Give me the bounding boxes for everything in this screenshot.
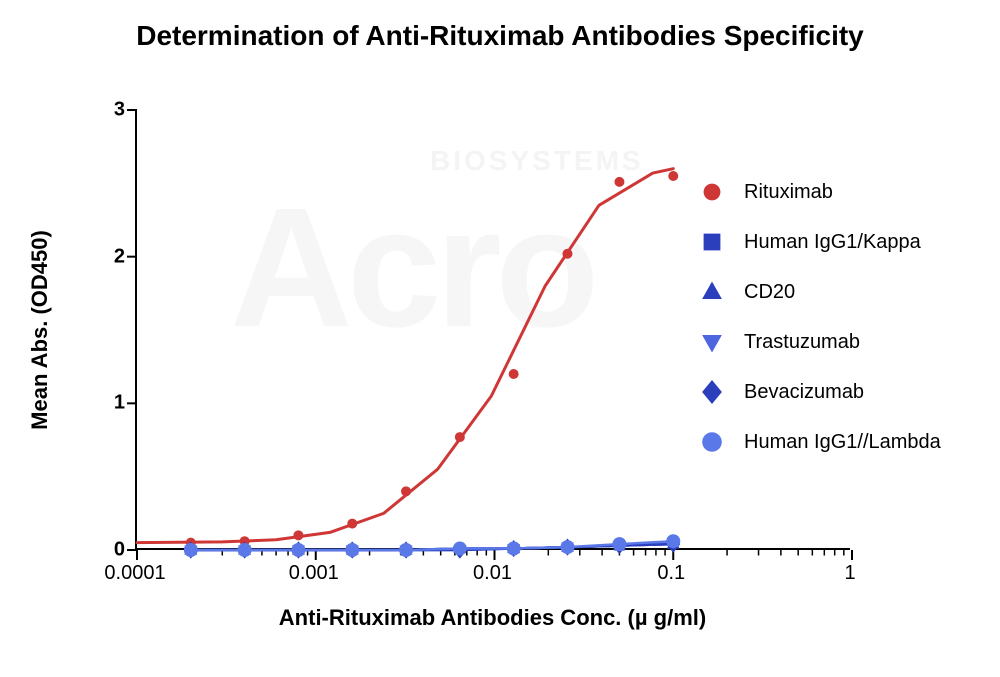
legend-item: Rituximab	[700, 180, 941, 204]
legend-marker-icon	[700, 380, 724, 404]
x-tick-label: 0.0001	[104, 562, 165, 585]
y-tick-label: 1	[114, 392, 125, 415]
legend-marker-icon	[700, 280, 724, 304]
x-axis-label: Anti-Rituximab Antibodies Conc. (µ g/ml)	[135, 605, 850, 631]
x-tick-label: 0.001	[289, 562, 339, 585]
legend-item: Human IgG1/Kappa	[700, 230, 941, 254]
legend-item: CD20	[700, 280, 941, 304]
legend-label: Human IgG1/Kappa	[744, 231, 921, 254]
legend: Rituximab Human IgG1/Kappa CD20 Trastuzumab…	[700, 180, 941, 454]
x-tick-label: 0.01	[473, 562, 512, 585]
x-tick-label: 1	[844, 562, 855, 585]
chart-title: Determination of Anti-Rituximab Antibodi…	[0, 20, 1000, 52]
y-tick-label: 3	[114, 99, 125, 122]
legend-item: Trastuzumab	[700, 330, 941, 354]
legend-item: Human IgG1//Lambda	[700, 430, 941, 454]
y-axis-label: Mean Abs. (OD450)	[27, 230, 53, 430]
legend-label: Trastuzumab	[744, 331, 860, 354]
legend-item: Bevacizumab	[700, 380, 941, 404]
legend-marker-icon	[700, 180, 724, 204]
legend-marker-icon	[700, 230, 724, 254]
legend-marker-icon	[700, 330, 724, 354]
legend-label: Rituximab	[744, 181, 833, 204]
legend-label: Human IgG1//Lambda	[744, 431, 941, 454]
y-tick-label: 2	[114, 245, 125, 268]
legend-marker-icon	[700, 430, 724, 454]
legend-label: CD20	[744, 281, 795, 304]
y-tick-label: 0	[114, 539, 125, 562]
x-tick-label: 0.1	[657, 562, 685, 585]
legend-label: Bevacizumab	[744, 381, 864, 404]
chart-container: BIOSYSTEMS Acro Determination of Anti-Ri…	[0, 0, 1000, 677]
